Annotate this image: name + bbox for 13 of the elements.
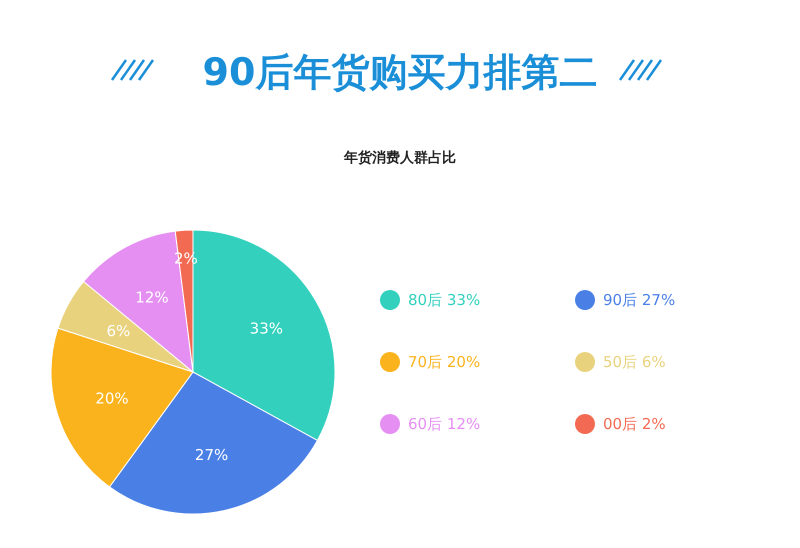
legend-label: 80后 33%	[408, 291, 480, 309]
data-label: 20%	[95, 389, 129, 408]
legend-label: 00后 2%	[603, 415, 666, 433]
legend-label: 90后 27%	[603, 291, 676, 309]
data-label: 33%	[250, 320, 284, 338]
legend-label: 50后 6%	[603, 353, 666, 371]
data-label: 12%	[135, 288, 169, 306]
legend-label: 70后 20%	[408, 353, 480, 371]
data-label: 27%	[194, 446, 228, 464]
legend-label: 60后 12%	[408, 415, 480, 433]
chart-subtitle: 年货消费人群占比	[343, 150, 456, 166]
data-label: 6%	[106, 322, 130, 340]
chart-title: 90后年货购买力排第二	[202, 50, 598, 94]
